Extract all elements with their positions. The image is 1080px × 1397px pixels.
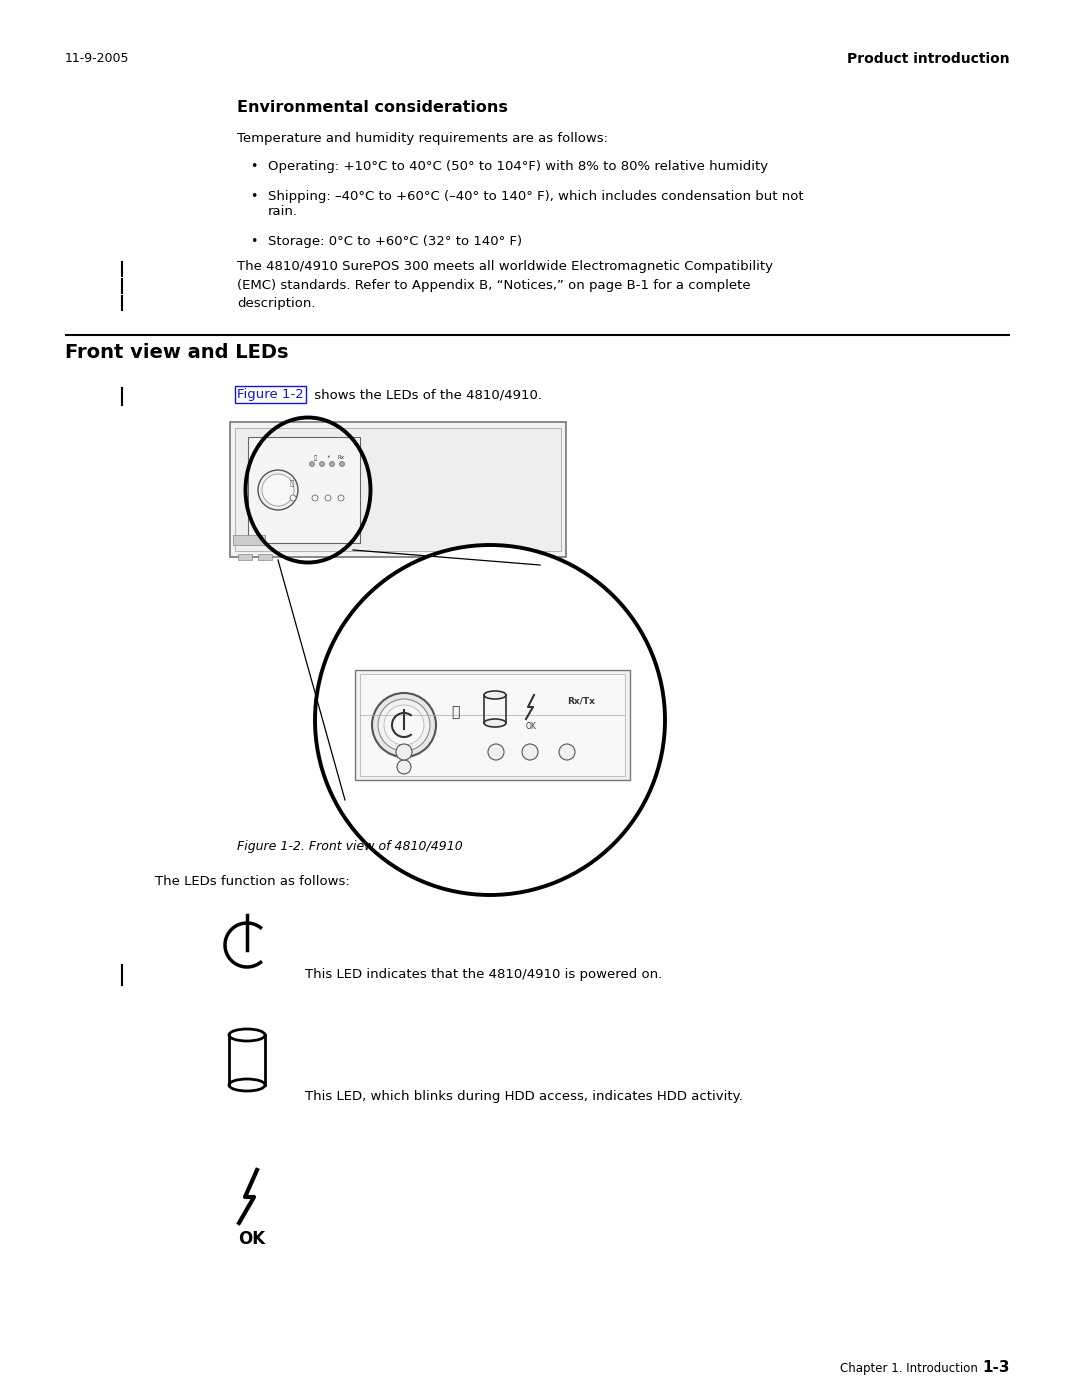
Circle shape [339,461,345,467]
FancyBboxPatch shape [238,555,252,560]
FancyBboxPatch shape [468,555,482,560]
FancyBboxPatch shape [235,427,561,550]
Text: •: • [249,190,257,203]
Text: This LED indicates that the 4810/4910 is powered on.: This LED indicates that the 4810/4910 is… [305,968,662,981]
FancyBboxPatch shape [258,555,272,560]
Circle shape [329,461,335,467]
Ellipse shape [229,1078,265,1091]
Circle shape [559,745,575,760]
Circle shape [291,495,296,502]
Circle shape [315,545,665,895]
Circle shape [258,469,298,510]
Circle shape [325,495,330,502]
Circle shape [397,760,411,774]
Circle shape [372,693,436,757]
Text: Rx/Tx: Rx/Tx [567,697,595,705]
Text: Rx: Rx [337,455,345,460]
Text: Shipping: –40°C to +60°C (–40° to 140° F), which includes condensation but not
r: Shipping: –40°C to +60°C (–40° to 140° F… [268,190,804,218]
Text: Ⓣ: Ⓣ [450,705,459,719]
FancyBboxPatch shape [488,555,502,560]
Text: ⎕: ⎕ [313,455,316,461]
Text: ⚡: ⚡ [326,455,329,460]
FancyBboxPatch shape [355,671,630,780]
Text: Temperature and humidity requirements are as follows:: Temperature and humidity requirements ar… [237,131,608,145]
FancyBboxPatch shape [248,437,360,543]
Text: 1-3: 1-3 [983,1361,1010,1375]
Circle shape [312,495,318,502]
Ellipse shape [484,692,507,698]
Circle shape [378,698,430,752]
Text: This LED, which blinks during HDD access, indicates HDD activity.: This LED, which blinks during HDD access… [305,1090,743,1104]
Circle shape [384,705,424,745]
Text: Product introduction: Product introduction [848,52,1010,66]
Text: Figure 1-2: Figure 1-2 [237,388,303,401]
Text: Environmental considerations: Environmental considerations [237,101,508,115]
Text: Storage: 0°C to +60°C (32° to 140° F): Storage: 0°C to +60°C (32° to 140° F) [268,235,522,249]
FancyBboxPatch shape [233,535,265,545]
Ellipse shape [484,719,507,726]
Text: •: • [249,235,257,249]
Text: The LEDs function as follows:: The LEDs function as follows: [156,875,350,888]
Text: The 4810/4910 SurePOS 300 meets all worldwide Electromagnetic Compatibility
(EMC: The 4810/4910 SurePOS 300 meets all worl… [237,260,773,310]
FancyBboxPatch shape [448,555,462,560]
Circle shape [262,474,294,506]
Text: Ⓣ: Ⓣ [289,479,294,486]
Circle shape [310,461,314,467]
Circle shape [396,745,411,760]
FancyBboxPatch shape [508,555,522,560]
Text: shows the LEDs of the 4810/4910.: shows the LEDs of the 4810/4910. [310,388,542,401]
Text: Front view and LEDs: Front view and LEDs [65,344,288,362]
Ellipse shape [229,1030,265,1041]
Text: Operating: +10°C to 40°C (50° to 104°F) with 8% to 80% relative humidity: Operating: +10°C to 40°C (50° to 104°F) … [268,161,768,173]
Text: OK: OK [526,722,537,731]
Text: •: • [249,161,257,173]
Text: Chapter 1. Introduction: Chapter 1. Introduction [840,1362,977,1375]
Text: OK: OK [238,1229,265,1248]
Text: 11-9-2005: 11-9-2005 [65,52,130,66]
Circle shape [488,745,504,760]
FancyBboxPatch shape [230,422,566,557]
Text: Figure 1-2. Front view of 4810/4910: Figure 1-2. Front view of 4810/4910 [237,840,462,854]
Circle shape [338,495,345,502]
Circle shape [320,461,324,467]
Circle shape [522,745,538,760]
FancyBboxPatch shape [360,673,625,775]
